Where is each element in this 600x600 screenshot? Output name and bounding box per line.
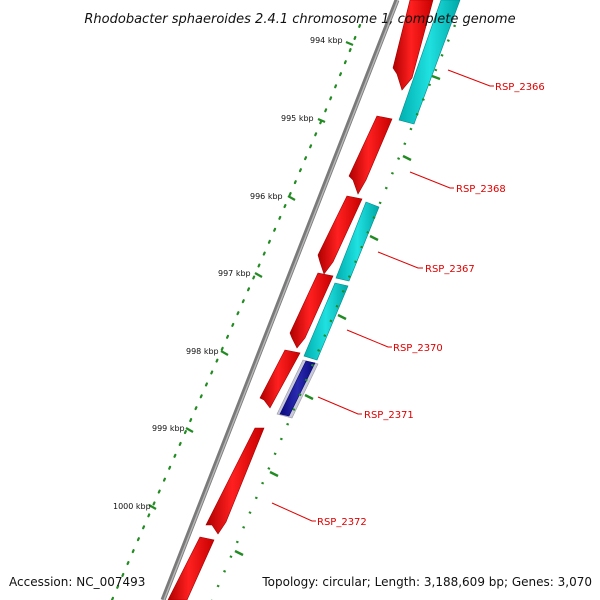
- inner-tick-4: [337, 313, 347, 321]
- tick-label-995: 995 kbp: [281, 114, 314, 123]
- tick-mark-994: [345, 40, 354, 47]
- outer-dotted-ring: [110, 23, 362, 600]
- genome-backbone-highlight: [163, 0, 399, 600]
- inner-tick-5: [304, 393, 314, 401]
- tick-mark-999: [185, 427, 194, 433]
- reverse-strand-track: [276, 0, 461, 419]
- accession-text: Accession: NC_007493: [9, 575, 145, 589]
- gene-arrow-rsp2373[interactable]: [167, 536, 215, 600]
- gene-box-rsp2370[interactable]: [303, 282, 349, 361]
- genome-summary-text: Topology: circular; Length: 3,188,609 bp…: [261, 575, 592, 589]
- gene-arrow-rsp2370[interactable]: [289, 272, 334, 349]
- leader-rsp2366: [447, 69, 494, 87]
- tick-mark-996: [287, 195, 296, 201]
- gene-label-rsp2371[interactable]: RSP_2371: [364, 410, 414, 421]
- gene-label-rsp2372[interactable]: RSP_2372: [317, 517, 367, 528]
- tick-label-997: 997 kbp: [218, 269, 251, 278]
- gene-box-rsp2371[interactable]: [279, 360, 316, 417]
- inner-tick-2: [402, 154, 412, 162]
- gene-label-rsp2367[interactable]: RSP_2367: [425, 264, 475, 275]
- inner-tick-1: [431, 74, 441, 81]
- leader-rsp2370: [346, 329, 392, 348]
- genome-backbone: [160, 0, 400, 600]
- leader-rsp2372: [271, 502, 316, 522]
- tick-mark-997: [254, 272, 263, 278]
- gene-label-rsp2370[interactable]: RSP_2370: [393, 343, 443, 354]
- leader-rsp2367: [377, 251, 423, 269]
- map-title: Rhodobacter sphaeroides 2.4.1 chromosome…: [84, 12, 515, 27]
- gene-box-rsp2367[interactable]: [335, 201, 380, 282]
- inner-tick-7: [234, 549, 244, 557]
- inner-tick-6: [269, 470, 279, 478]
- gene-label-rsp2366[interactable]: RSP_2366: [495, 82, 545, 93]
- label-leaders: [271, 69, 494, 522]
- outer-tick-track: [110, 23, 362, 600]
- tick-label-999: 999 kbp: [152, 424, 185, 433]
- gene-arrow-rsp2372[interactable]: [205, 427, 265, 535]
- tick-mark-998: [220, 350, 229, 356]
- tick-label-998: 998 kbp: [186, 347, 219, 356]
- inner-tick-track: [210, 24, 457, 600]
- tick-label-996: 996 kbp: [250, 192, 283, 201]
- tick-label-1000: 1000 kbp: [113, 502, 151, 511]
- leader-rsp2371: [317, 396, 362, 415]
- gene-arrow-rsp2368[interactable]: [348, 115, 393, 195]
- forward-strand-track: [167, 0, 434, 600]
- inner-dashed-ring: [210, 24, 457, 600]
- gene-box-rsp2366[interactable]: [398, 0, 461, 125]
- leader-rsp2368: [409, 171, 454, 189]
- gene-arrow-rsp2366[interactable]: [392, 0, 434, 91]
- inner-tick-3: [369, 234, 379, 242]
- tick-mark-995: [317, 117, 326, 124]
- gene-arrow-rsp2371[interactable]: [259, 349, 301, 409]
- gene-label-rsp2368[interactable]: RSP_2368: [456, 184, 506, 195]
- tick-mark-1000: [148, 504, 157, 510]
- tick-label-994: 994 kbp: [310, 36, 343, 45]
